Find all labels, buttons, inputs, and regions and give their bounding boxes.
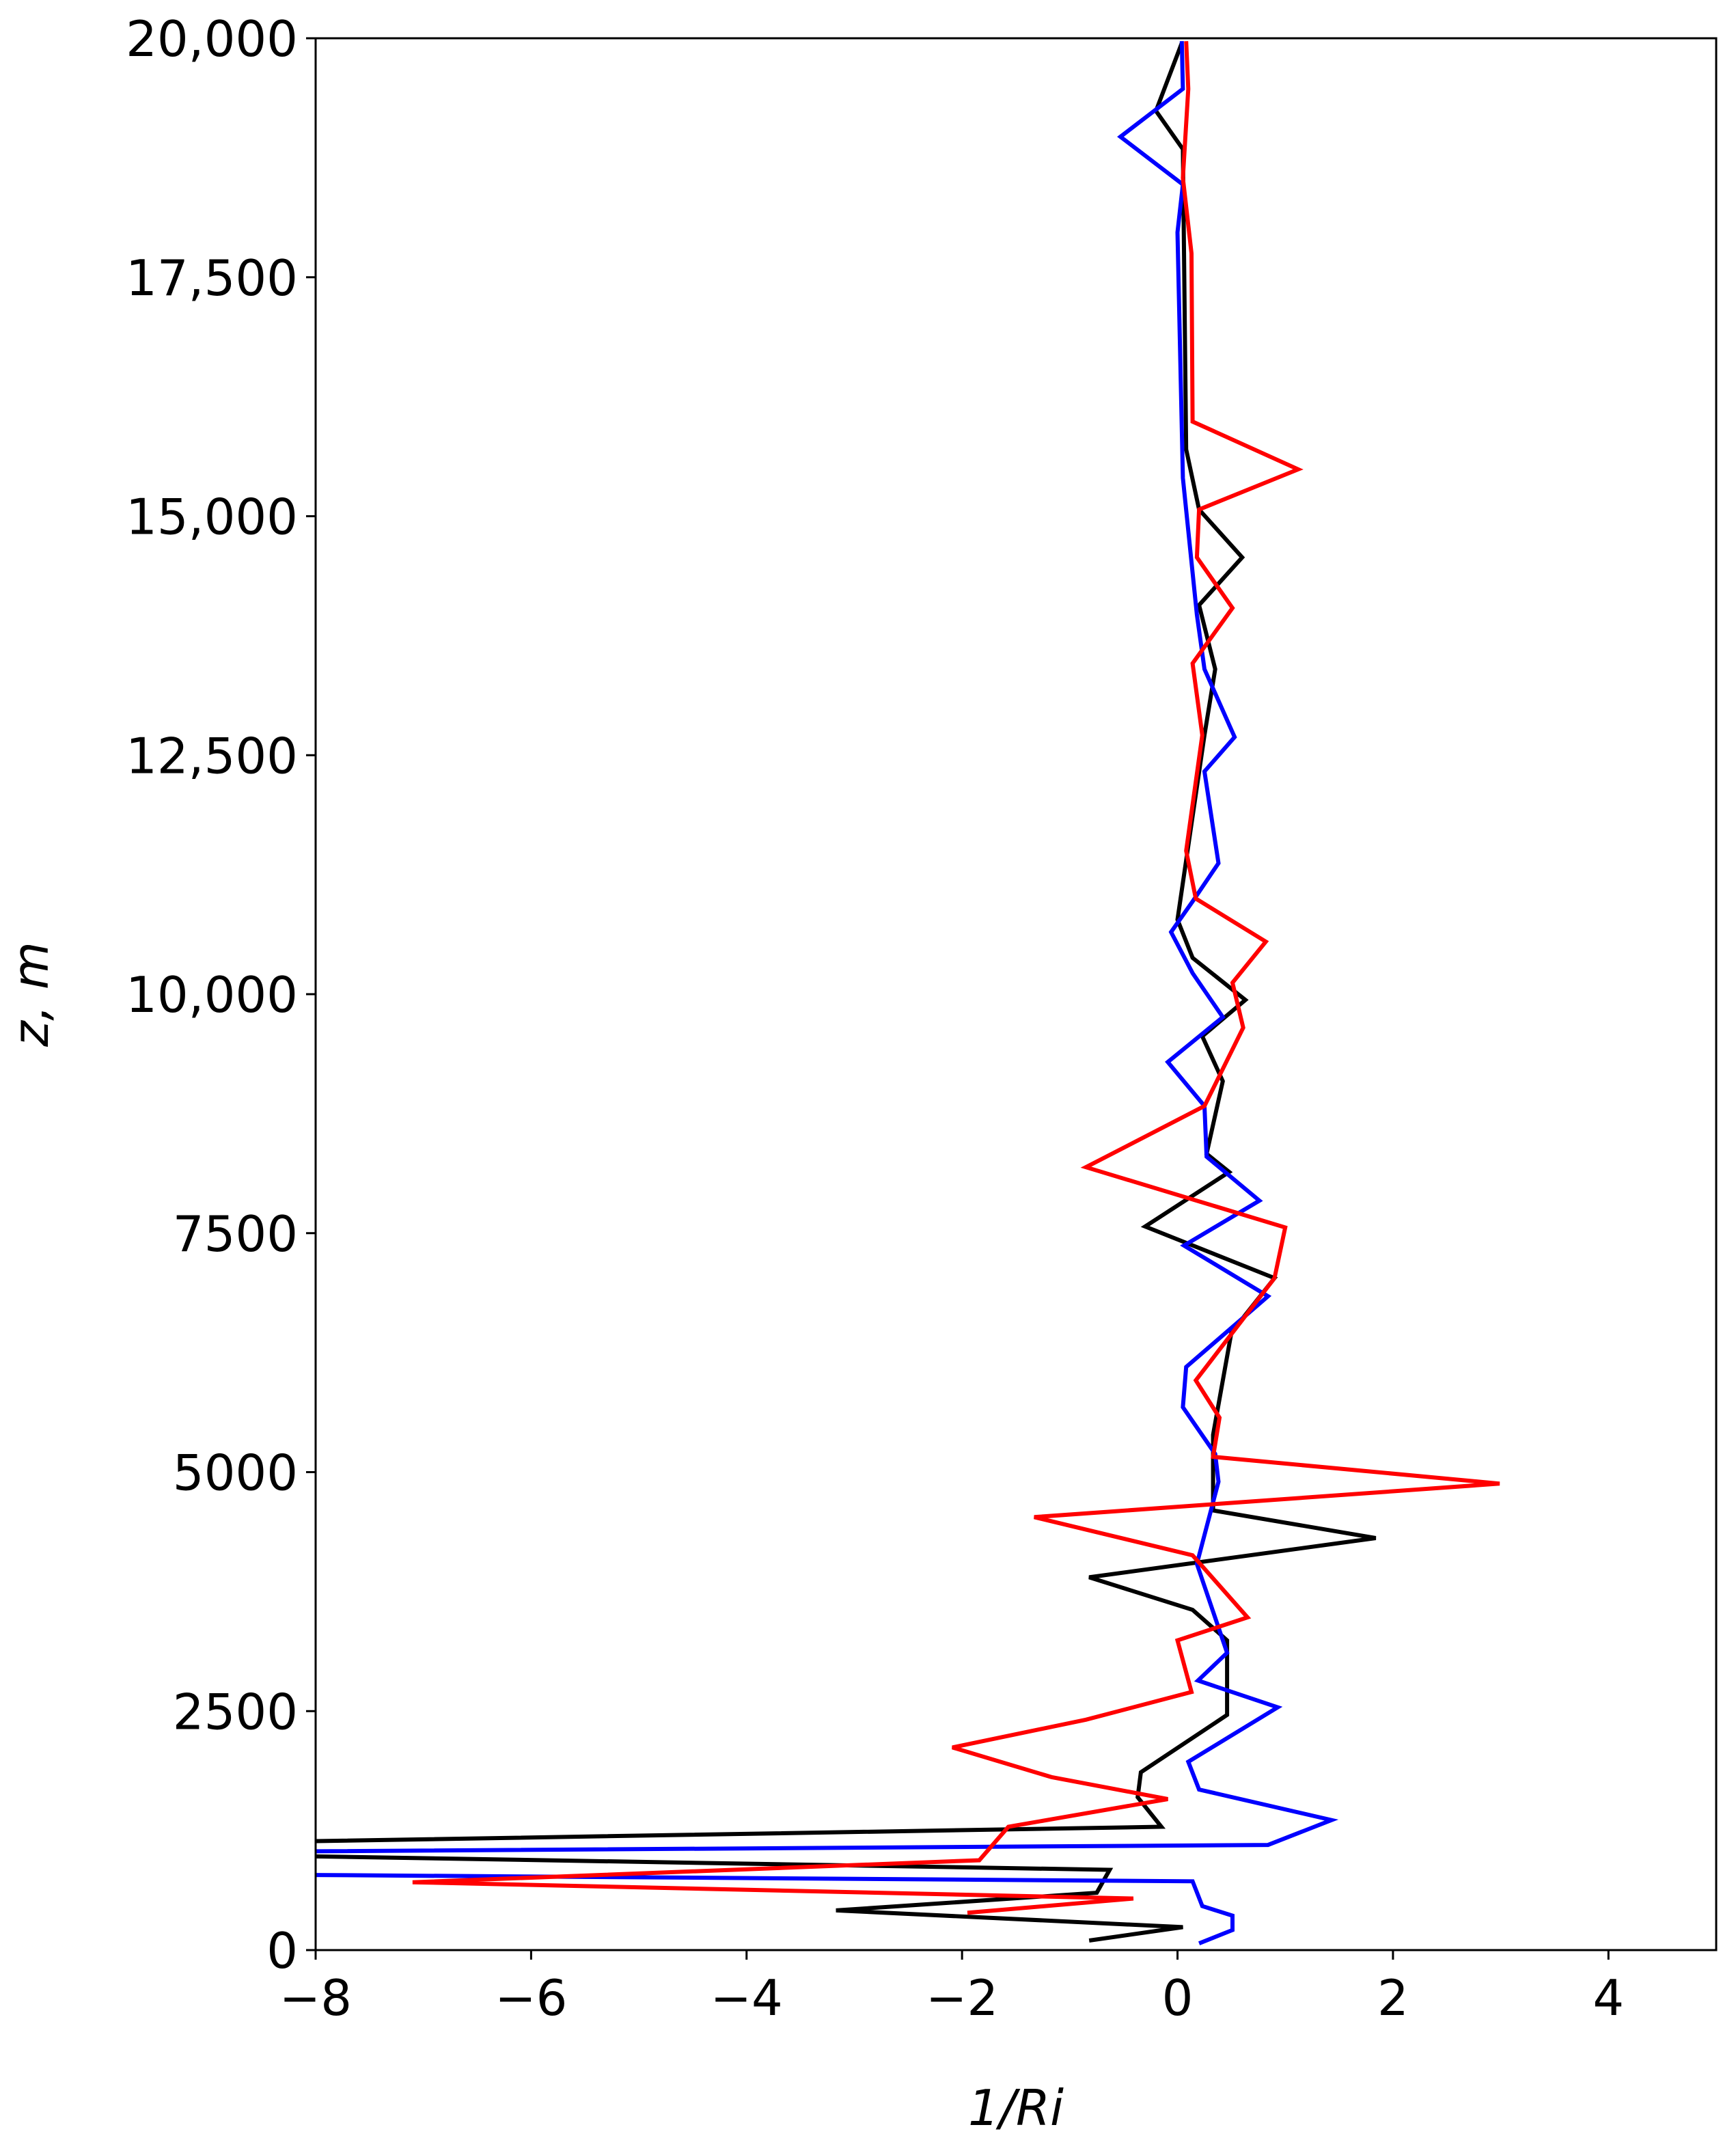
x-tick-label: −2 bbox=[926, 1969, 998, 2027]
x-tick-label: −4 bbox=[711, 1969, 783, 2027]
y-tick-label: 20,000 bbox=[126, 10, 298, 68]
x-tick-label: −6 bbox=[495, 1969, 567, 2027]
y-tick-label: 10,000 bbox=[126, 966, 298, 1024]
y-tick-label: 15,000 bbox=[126, 489, 298, 546]
x-tick-label: 0 bbox=[1162, 1969, 1194, 2027]
y-tick-label: 12,500 bbox=[126, 727, 298, 784]
y-tick-label: 0 bbox=[266, 1922, 298, 1979]
y-tick-label: 5000 bbox=[173, 1444, 298, 1502]
x-tick-label: 4 bbox=[1593, 1969, 1624, 2027]
axes-frame bbox=[314, 37, 1718, 1951]
profile-line bbox=[412, 41, 1500, 1915]
y-tick-label: 7500 bbox=[173, 1205, 298, 1263]
profile-line bbox=[316, 41, 1339, 1945]
y-tick-label: 2500 bbox=[173, 1683, 298, 1740]
x-axis-label: 1/Ri bbox=[968, 2079, 1064, 2137]
y-tick-label: 17,500 bbox=[126, 249, 298, 307]
y-axis-label: z, m bbox=[2, 942, 59, 1047]
x-tick-label: −8 bbox=[279, 1969, 352, 2027]
profile-line bbox=[316, 42, 1377, 1943]
plot-area bbox=[316, 41, 1500, 1945]
x-tick-label: 2 bbox=[1377, 1969, 1409, 2027]
